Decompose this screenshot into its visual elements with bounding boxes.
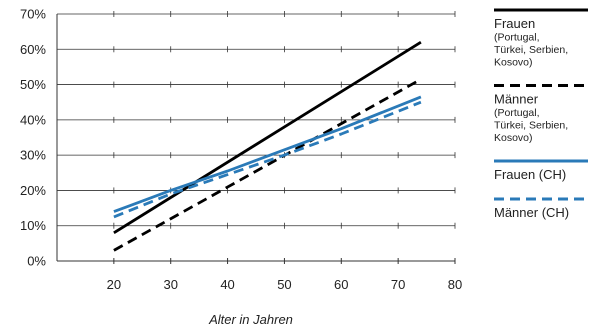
- y-axis-ticks: 0% 10% 20% 30% 40% 50% 60% 70%: [20, 7, 46, 269]
- legend: Frauen(Portugal,Türkei, Serbien,Kosovo)M…: [494, 8, 588, 220]
- series-line-3: [113, 100, 422, 219]
- x-tick-label-6: 80: [448, 277, 462, 292]
- gridlines: [57, 13, 455, 227]
- y-tick-label-7: 70%: [20, 7, 46, 22]
- x-axis-ticks: 20 30 40 50 60 70 80: [107, 11, 462, 292]
- x-tick-label-2: 40: [220, 277, 234, 292]
- legend-sublabel-1-2: Kosovo): [494, 132, 533, 144]
- legend-sublabel-0-2: Kosovo): [494, 57, 533, 69]
- x-tick-label-0: 20: [107, 277, 121, 292]
- legend-sublabel-1-0: (Portugal,: [494, 107, 540, 119]
- legend-label-0: Frauen: [494, 16, 535, 31]
- y-tick-label-1: 10%: [20, 218, 46, 233]
- y-tick-label-6: 60%: [20, 42, 46, 57]
- y-tick-label-4: 40%: [20, 112, 46, 127]
- legend-sublabel-0-0: (Portugal,: [494, 32, 540, 44]
- legend-label-2: Frauen (CH): [494, 167, 566, 182]
- legend-sublabel-0-1: Türkei, Serbien,: [494, 44, 568, 56]
- legend-label-3: Männer (CH): [494, 205, 569, 220]
- series-line-1: [113, 78, 422, 252]
- y-tick-label-3: 30%: [20, 148, 46, 163]
- series-lines: [113, 41, 422, 252]
- series-line-0: [113, 41, 422, 234]
- y-tick-label-5: 50%: [20, 77, 46, 92]
- legend-label-1: Männer: [494, 92, 539, 107]
- x-tick-label-4: 60: [334, 277, 348, 292]
- x-axis-title: Alter in Jahren: [208, 312, 293, 327]
- axes: [56, 14, 455, 262]
- x-tick-label-1: 30: [163, 277, 177, 292]
- y-tick-label-2: 20%: [20, 183, 46, 198]
- x-tick-label-3: 50: [277, 277, 291, 292]
- x-tick-label-5: 70: [391, 277, 405, 292]
- series-line-2: [113, 95, 422, 213]
- legend-sublabel-1-1: Türkei, Serbien,: [494, 120, 568, 132]
- y-tick-label-0: 0%: [27, 254, 46, 269]
